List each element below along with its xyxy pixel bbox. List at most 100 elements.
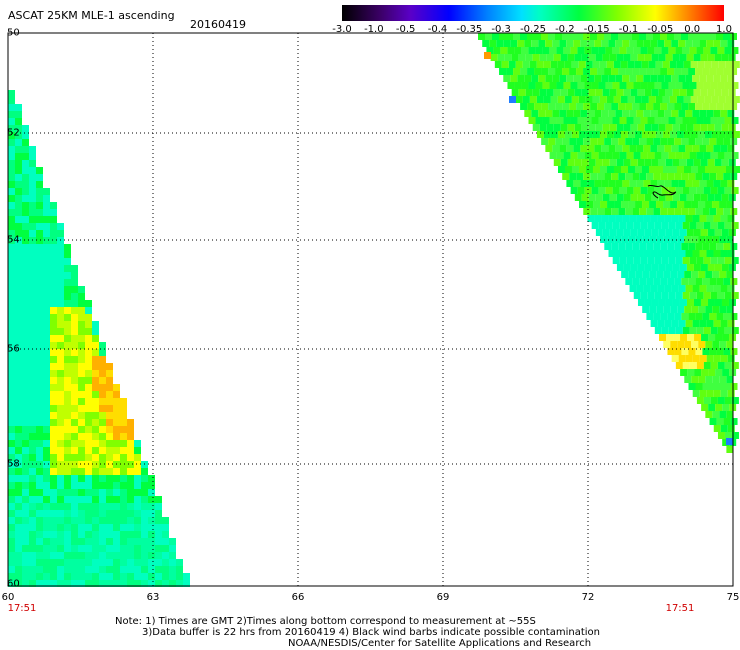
wind-cell <box>50 419 57 426</box>
wind-cell <box>127 426 134 433</box>
wind-cell <box>120 538 127 545</box>
wind-cell <box>687 334 695 341</box>
wind-cell <box>591 152 599 159</box>
wind-cell <box>709 313 717 320</box>
wind-cell <box>78 489 85 496</box>
wind-cell <box>728 299 736 306</box>
wind-cell <box>678 215 686 222</box>
wind-cell <box>134 510 141 517</box>
wind-cell <box>539 124 547 131</box>
wind-cell <box>57 405 64 412</box>
wind-cell <box>714 194 722 201</box>
wind-cell <box>36 538 43 545</box>
wind-cell <box>591 222 599 229</box>
wind-cell <box>64 566 71 573</box>
wind-cell <box>556 117 564 124</box>
wind-cell <box>527 103 535 110</box>
wind-cell <box>22 202 29 209</box>
wind-cell <box>36 167 43 174</box>
wind-cell <box>732 166 740 173</box>
wind-cell <box>113 496 120 503</box>
wind-cell <box>642 271 650 278</box>
colorbar-tick-label: -0.5 <box>395 24 416 35</box>
wind-cell <box>643 145 651 152</box>
wind-cell <box>64 559 71 566</box>
wind-cell <box>113 503 120 510</box>
wind-cell <box>661 257 669 264</box>
wind-cell <box>29 167 36 174</box>
wind-cell <box>646 313 654 320</box>
wind-cell <box>92 377 99 384</box>
wind-cell <box>668 187 676 194</box>
wind-cell <box>616 89 624 96</box>
wind-cell <box>637 159 645 166</box>
wind-cell <box>644 124 652 131</box>
wind-cell <box>127 454 134 461</box>
wind-cell <box>650 250 658 257</box>
wind-cell <box>92 342 99 349</box>
wind-cell <box>695 278 703 285</box>
wind-cell <box>653 208 661 215</box>
wind-cell <box>623 194 631 201</box>
wind-cell <box>675 152 683 159</box>
wind-cell <box>657 285 665 292</box>
wind-cell <box>50 440 57 447</box>
wind-cell <box>727 75 735 82</box>
wind-cell <box>713 75 721 82</box>
wind-cell <box>671 320 679 327</box>
wind-cell <box>524 75 532 82</box>
wind-cell <box>120 559 127 566</box>
wind-cell <box>549 117 557 124</box>
wind-cell <box>36 181 43 188</box>
wind-cell <box>727 215 735 222</box>
wind-cell <box>685 75 693 82</box>
wind-cell <box>85 349 92 356</box>
wind-cell <box>655 96 663 103</box>
wind-cell <box>700 159 708 166</box>
wind-cell <box>113 489 120 496</box>
wind-cell <box>710 362 718 369</box>
wind-cell <box>29 433 36 440</box>
wind-cell <box>713 390 721 397</box>
wind-cell <box>134 566 141 573</box>
wind-cell <box>673 334 681 341</box>
wind-cell <box>712 306 720 313</box>
wind-cell <box>723 33 730 40</box>
wind-cell <box>601 75 609 82</box>
wind-cell <box>615 145 623 152</box>
wind-cell <box>577 82 585 89</box>
wind-cell <box>686 89 694 96</box>
swath-right <box>478 33 740 453</box>
wind-cell <box>22 167 29 174</box>
wind-cell <box>627 166 635 173</box>
wind-cell <box>515 61 523 68</box>
wind-cell <box>64 391 71 398</box>
wind-cell <box>562 68 570 75</box>
wind-cell <box>15 517 22 524</box>
wind-cell <box>716 68 724 75</box>
wind-cell <box>113 566 120 573</box>
wind-cell <box>120 503 127 510</box>
wind-cell <box>36 552 43 559</box>
wind-cell <box>15 251 22 258</box>
wind-cell <box>50 566 57 573</box>
wind-cell <box>57 531 64 538</box>
wind-cell <box>50 482 57 489</box>
wind-cell <box>85 545 92 552</box>
wind-cell <box>665 264 673 271</box>
wind-cell <box>721 54 729 61</box>
wind-cell <box>78 307 85 314</box>
wind-cell <box>106 475 113 482</box>
wind-cell <box>636 215 644 222</box>
wind-cell <box>120 510 127 517</box>
wind-cell <box>8 335 15 342</box>
wind-cell <box>713 145 721 152</box>
wind-cell <box>92 398 99 405</box>
wind-cell <box>637 54 645 61</box>
wind-cell <box>176 559 183 566</box>
wind-cell <box>85 447 92 454</box>
wind-cell <box>8 573 15 580</box>
wind-cell <box>717 47 725 54</box>
wind-cell <box>36 363 43 370</box>
wind-cell <box>713 285 721 292</box>
